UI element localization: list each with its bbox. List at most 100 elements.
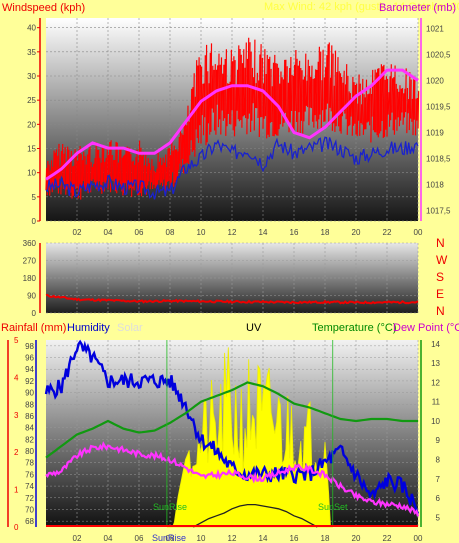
direction-y-ticks: 0 90 180 270 360 — [23, 239, 41, 318]
wind-x-tick: 10 — [197, 228, 206, 237]
compass-label: E — [436, 287, 444, 301]
direction-y-tick: 270 — [23, 257, 37, 266]
wind-series — [45, 37, 420, 200]
humidity-y-tick: 74 — [25, 482, 34, 491]
wind-y-tick: 20 — [27, 120, 36, 129]
temp-y-tick: 6 — [436, 494, 441, 503]
baro-y-tick: 1018 — [426, 181, 444, 190]
sunrise-axis-label: SunRise — [152, 533, 186, 543]
humidity-y-tick: 72 — [25, 494, 34, 503]
compass-label: W — [436, 253, 448, 267]
temp-series — [44, 339, 420, 528]
barometer-line — [45, 68, 419, 181]
humidity-y-tick: 94 — [25, 365, 34, 374]
rain-y-ticks: 0 1 2 3 4 5 — [7, 336, 19, 532]
direction-gridlines — [46, 242, 419, 314]
humidity-y-tick: 96 — [25, 354, 34, 363]
compass-label: S — [436, 270, 444, 284]
sunset-label: SunSet — [318, 502, 348, 512]
wind-y-tick: 15 — [27, 145, 36, 154]
wind-x-tick: 04 — [104, 228, 113, 237]
wind-x-ticks: 02 04 06 08 10 12 14 16 18 20 22 00 — [73, 228, 423, 237]
temp-x-tick: 00 — [414, 534, 423, 543]
humidity-y-tick: 80 — [25, 447, 34, 456]
rain-y-tick: 0 — [14, 523, 19, 532]
uv-label: UV — [246, 322, 262, 334]
temp-y-tick: 13 — [431, 359, 440, 368]
compass-label: N — [436, 236, 445, 250]
temp-y-tick: 5 — [436, 513, 441, 522]
wind-x-tick: 02 — [73, 228, 82, 237]
wind-chart-title: Max Wind: 42 kph (gust) - 14 October 200… — [264, 1, 459, 13]
wind-baro-panel: Windspeed (kph) Max Wind: 42 kph (gust) … — [2, 1, 459, 237]
barometer-axis-label: Barometer (mb) — [379, 2, 456, 14]
baro-y-tick: 1018,5 — [426, 155, 451, 164]
baro-y-tick: 1019 — [426, 129, 444, 138]
wind-y-tick: 35 — [27, 48, 36, 57]
humidity-line — [44, 339, 420, 515]
temp-humidity-panel: Rainfall (mm) Humidity Solar UV Temperat… — [1, 322, 459, 543]
temp-x-tick: 20 — [352, 534, 361, 543]
temp-y-tick: 10 — [431, 417, 440, 426]
uv-line — [192, 503, 318, 528]
rain-y-tick: 1 — [14, 486, 19, 495]
rain-y-tick: 4 — [14, 373, 19, 382]
temp-x-tick: 06 — [135, 534, 144, 543]
baro-y-tick: 1020 — [426, 76, 444, 85]
temperature-label: Temperature (°C) — [312, 322, 396, 334]
temp-x-tick: 10 — [197, 534, 206, 543]
humidity-y-tick: 90 — [25, 389, 34, 398]
wind-x-tick: 14 — [259, 228, 268, 237]
dewpoint-line — [45, 441, 420, 517]
temp-x-tick: 22 — [383, 534, 392, 543]
temp-x-tick: 04 — [104, 534, 113, 543]
wind-x-tick: 20 — [352, 228, 361, 237]
humidity-y-tick: 88 — [25, 400, 34, 409]
wind-x-tick: 06 — [135, 228, 144, 237]
wind-x-tick: 18 — [321, 228, 330, 237]
humidity-y-ticks: 68 70 72 74 76 78 80 82 84 86 88 90 92 94 96 98 — [25, 340, 37, 527]
temp-y-tick: 11 — [432, 398, 441, 407]
humidity-label: Humidity — [67, 322, 110, 334]
windspeed-axis-label: Windspeed (kph) — [2, 2, 85, 14]
temp-x-tick: 16 — [290, 534, 299, 543]
wind-x-tick: 22 — [383, 228, 392, 237]
humidity-y-tick: 86 — [25, 412, 34, 421]
humidity-y-tick: 92 — [25, 377, 34, 386]
temp-y-ticks: 5 6 7 8 9 10 11 12 13 14 — [420, 340, 441, 527]
baro-y-tick: 1020,5 — [426, 50, 451, 59]
humidity-y-tick: 82 — [25, 435, 34, 444]
compass-label: N — [436, 304, 445, 318]
temp-x-tick: 08 — [166, 534, 175, 543]
baro-y-tick: 1021 — [426, 24, 444, 33]
temp-x-tick: 18 — [321, 534, 330, 543]
temp-x-tick: 14 — [259, 534, 268, 543]
temperature-line — [45, 381, 418, 459]
wind-x-tick: 12 — [228, 228, 237, 237]
rain-y-tick: 5 — [14, 336, 19, 345]
temp-y-tick: 8 — [436, 456, 441, 465]
wind-y-tick: 5 — [32, 193, 37, 202]
wind-x-tick: 08 — [166, 228, 175, 237]
wind-y-tick: 0 — [32, 217, 37, 226]
humidity-y-tick: 70 — [25, 505, 34, 514]
baro-y-tick: 1019,5 — [426, 102, 451, 111]
direction-series — [45, 293, 419, 305]
baro-y-ticks: 1017,5 1018 1018,5 1019 1019,5 1020 1020,5 1021 — [420, 18, 451, 221]
direction-y-tick: 90 — [27, 292, 36, 301]
direction-y-tick: 0 — [32, 309, 37, 318]
temp-y-tick: 7 — [436, 475, 441, 484]
temp-y-tick: 14 — [431, 340, 440, 349]
rain-y-tick: 3 — [14, 411, 19, 420]
humidity-y-tick: 84 — [25, 424, 34, 433]
humidity-y-tick: 98 — [25, 342, 34, 351]
solar-area — [166, 347, 333, 528]
temp-y-tick: 9 — [436, 436, 441, 445]
temp-x-tick: 02 — [73, 534, 82, 543]
humidity-y-tick: 68 — [25, 517, 34, 526]
rain-y-tick: 2 — [14, 448, 19, 457]
direction-line — [45, 293, 419, 305]
